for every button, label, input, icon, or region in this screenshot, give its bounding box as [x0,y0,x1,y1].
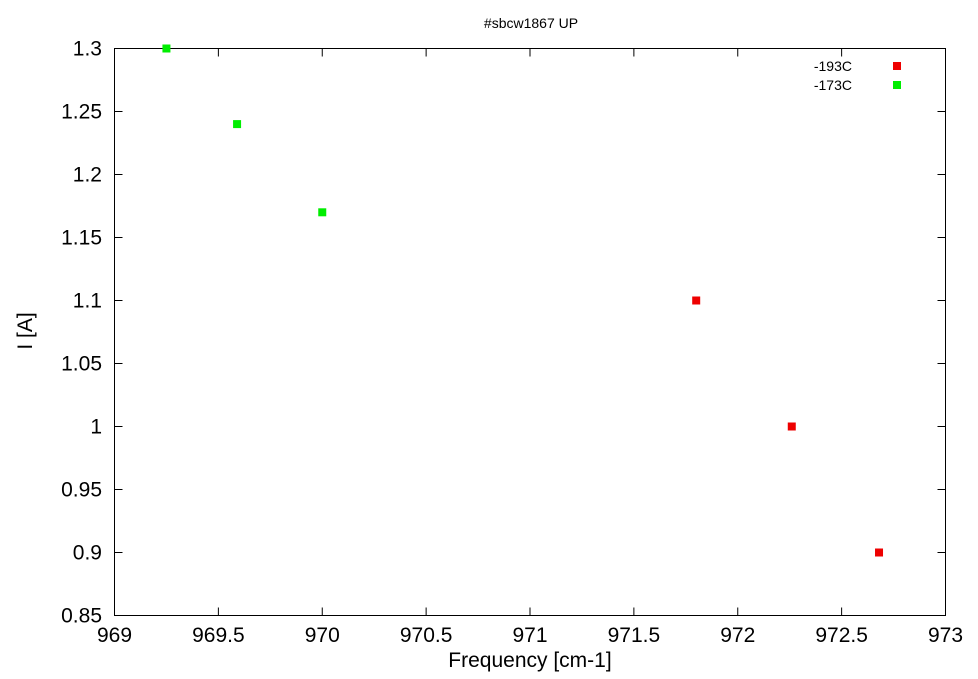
x-tick-labels: 969 969.5 970 970.5 971 971.5 972 972.5 973 [97,624,963,647]
y-tick-label: 1.05 [61,353,102,376]
x-tick-label: 973 [928,624,963,647]
data-point-series-0-2 [875,548,884,557]
y-tick-labels: 0.85 0.9 0.95 1 1.05 1.1 1.15 1.2 1.25 1.3 [61,38,102,628]
x-tick-label: 970 [305,624,340,647]
y-tick-label: 1.3 [73,38,102,61]
legend-marker-0 [893,62,901,70]
data-point-series-1-0 [162,44,171,53]
data-point-series-0-0 [692,296,701,305]
y-axis-label: I [A] [14,312,37,349]
data-point-series-1-1 [233,120,242,129]
legend-label-1: -173C [814,77,852,93]
x-tick-label: 970.5 [400,624,453,647]
x-tick-label: 971.5 [608,624,661,647]
y-tick-label: 0.95 [61,479,102,502]
x-tick-label: 972.5 [815,624,868,647]
x-axis-label: Frequency [cm-1] [448,649,611,672]
x-tick-label: 969 [97,624,132,647]
y-tick-label: 1.15 [61,227,102,250]
data-point-series-1-2 [318,208,327,217]
y-tick-label: 1.1 [73,290,102,313]
y-tick-label: 1.2 [73,164,102,187]
chart-title: #sbcw1867 UP [484,15,578,31]
x-tick-label: 969.5 [192,624,245,647]
x-tick-label: 972 [720,624,755,647]
data-points [162,44,884,557]
axis-ticks [114,48,946,616]
y-tick-label: 0.85 [61,605,102,628]
x-tick-label: 971 [512,624,547,647]
legend: -193C -173C [814,58,901,93]
y-tick-label: 1 [90,416,102,439]
y-tick-label: 1.25 [61,101,102,124]
data-point-series-0-1 [787,422,796,431]
y-tick-label: 0.9 [73,542,102,565]
legend-label-0: -193C [814,58,852,74]
legend-marker-1 [893,81,901,89]
plot-frame [114,48,946,616]
